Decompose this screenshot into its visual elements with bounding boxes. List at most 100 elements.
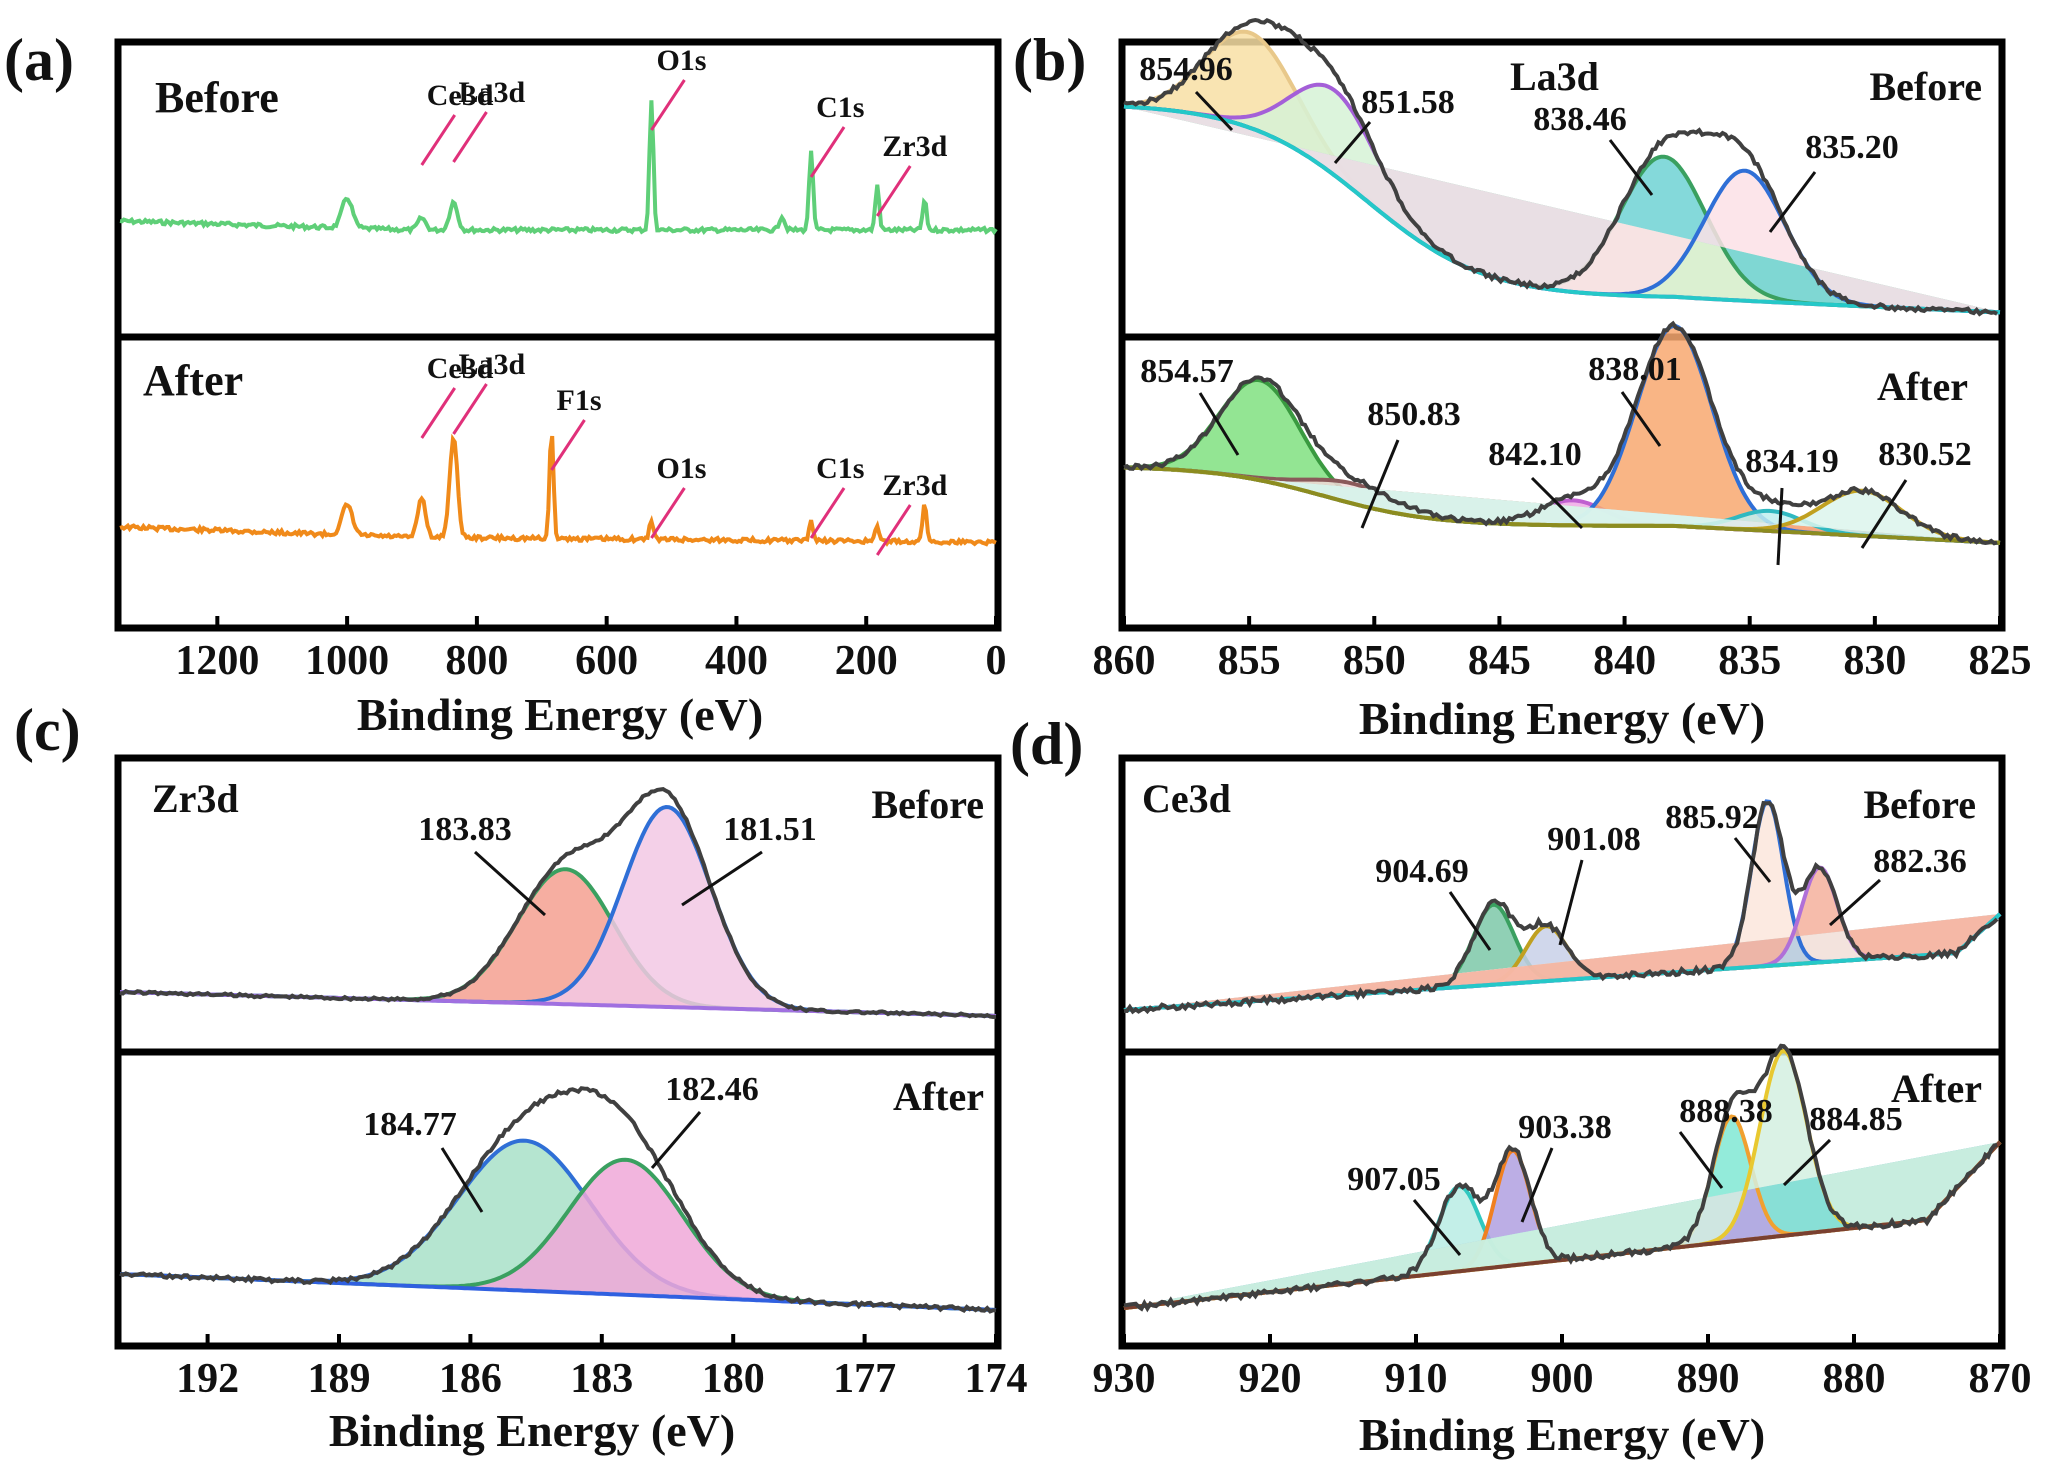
survey-line-after [119,433,997,547]
x-tick-label: 850 [1343,638,1406,684]
panel-b-xlabel: Binding Energy (eV) [1359,693,1765,744]
panel-label-d: (d) [1010,711,1083,777]
panel-d-element-label: Ce3d [1142,776,1231,821]
peak-leader-line [1733,837,1772,883]
peak-marker-line [650,487,686,539]
panel-c-before-label: Before [871,782,984,827]
peak-leader-line [1828,878,1882,927]
peak-position-label: 851.58 [1361,84,1455,121]
peak-position-label: 182.46 [665,1071,759,1108]
peak-marker-line [650,79,686,131]
peak-marker-line [420,387,456,439]
component-fill [1124,1050,2000,1308]
peak-label: Zr3d [882,130,947,163]
x-tick-label: 180 [702,1356,765,1402]
peak-marker-line [809,126,846,178]
peak-position-label: 888.38 [1679,1093,1773,1130]
x-tick-label: 870 [1969,1356,2032,1402]
panel-label-c: (c) [14,697,81,763]
panel-c-element-label: Zr3d [152,776,239,821]
x-tick-label: 855 [1218,638,1281,684]
peak-label: Ce3d [427,352,494,385]
x-tick-label: 183 [570,1356,633,1402]
panel-a-xlabel: Binding Energy (eV) [357,689,763,740]
survey-line-before [119,100,998,236]
peak-marker-line [550,419,586,471]
peak-leader-line [1520,1147,1554,1223]
panel-d: (d) 904.69 901.08 885.92 882.36 907.05 903.3… [1010,711,2032,1460]
panel-a-after-label: After [143,356,243,405]
x-tick-label: 845 [1468,638,1531,684]
peak-position-label: 904.69 [1375,853,1469,890]
peak-leader-line [1768,171,1817,233]
peak-position-label: 884.85 [1809,1101,1903,1138]
x-tick-label: 880 [1823,1356,1886,1402]
peak-label: O1s [656,452,706,485]
raw-spectrum [119,1086,997,1314]
peak-marker-line [452,111,488,163]
peak-position-label: 181.51 [723,811,817,848]
peak-position-label: 838.01 [1588,351,1682,388]
x-tick-label: 186 [439,1356,502,1402]
peak-position-label: 903.38 [1518,1109,1612,1146]
x-tick-label: 800 [445,638,508,684]
peak-position-label: 854.96 [1139,51,1233,88]
peak-leader-line [1530,476,1584,530]
panel-a-before-label: Before [155,73,279,122]
x-tick-label: 189 [308,1356,371,1402]
peak-leader-line [1448,891,1492,951]
peak-marker-line [809,487,846,539]
panel-d-after-label: After [1891,1066,1982,1111]
panel-c: (c) 183.83 181.51 184.77 182.46 Zr3d Befor… [14,697,1028,1456]
peak-position-label: 854.57 [1140,353,1234,390]
panel-b-element-label: La3d [1510,54,1599,99]
x-tick-label: 400 [705,638,768,684]
peak-label: La3d [459,76,526,109]
peak-position-label: 834.19 [1745,443,1839,480]
peak-leader-line [1776,487,1784,566]
panel-d-xlabel: Binding Energy (eV) [1359,1409,1765,1460]
component-fill [1124,106,2000,313]
x-tick-label: 174 [965,1356,1028,1402]
panel-label-a: (a) [4,27,74,93]
peak-position-label: 830.52 [1878,436,1972,473]
x-tick-label: 200 [835,638,898,684]
peak-label: Ce3d [427,79,494,112]
peak-marker-line [876,165,912,217]
raw-spectrum [1123,17,1998,317]
peak-leader-line [681,850,763,907]
x-tick-label: 930 [1093,1356,1156,1402]
x-tick-label: 900 [1531,1356,1594,1402]
component-fill [120,869,996,1016]
peak-position-label: 885.92 [1665,799,1759,836]
x-tick-label: 1200 [175,638,259,684]
peak-position-label: 838.46 [1533,101,1627,138]
peak-leader-line [440,1147,484,1213]
x-tick-label: 840 [1593,638,1656,684]
peak-leader-line [1860,479,1908,549]
panel-b: (b) 854.96 851.58 838.46 835.20 854.57 850.8… [1013,17,2032,744]
peak-position-label: 907.05 [1347,1161,1441,1198]
peak-label: C1s [816,91,864,124]
peak-leader-line [1620,391,1662,447]
peak-marker-line [420,114,456,166]
panel-label-b: (b) [1013,27,1086,93]
component-fill [1124,1116,2000,1308]
x-tick-label: 860 [1093,638,1156,684]
panel-d-before-label: Before [1863,782,1976,827]
peak-leader-line [1194,90,1234,132]
peak-leader-line [1608,139,1654,196]
x-tick-label: 890 [1677,1356,1740,1402]
x-tick-label: 600 [575,638,638,684]
panel-b-after-label: After [1877,364,1968,409]
background-line [1123,465,2001,545]
x-tick-label: 825 [1969,638,2032,684]
panel-a-bottom-frame [114,333,1002,632]
peak-leader-line [1360,439,1400,529]
raw-spectrum [1123,800,1999,1015]
x-tick-label: 1000 [305,638,389,684]
peak-marker-line [452,383,488,435]
peak-label: La3d [459,348,526,381]
